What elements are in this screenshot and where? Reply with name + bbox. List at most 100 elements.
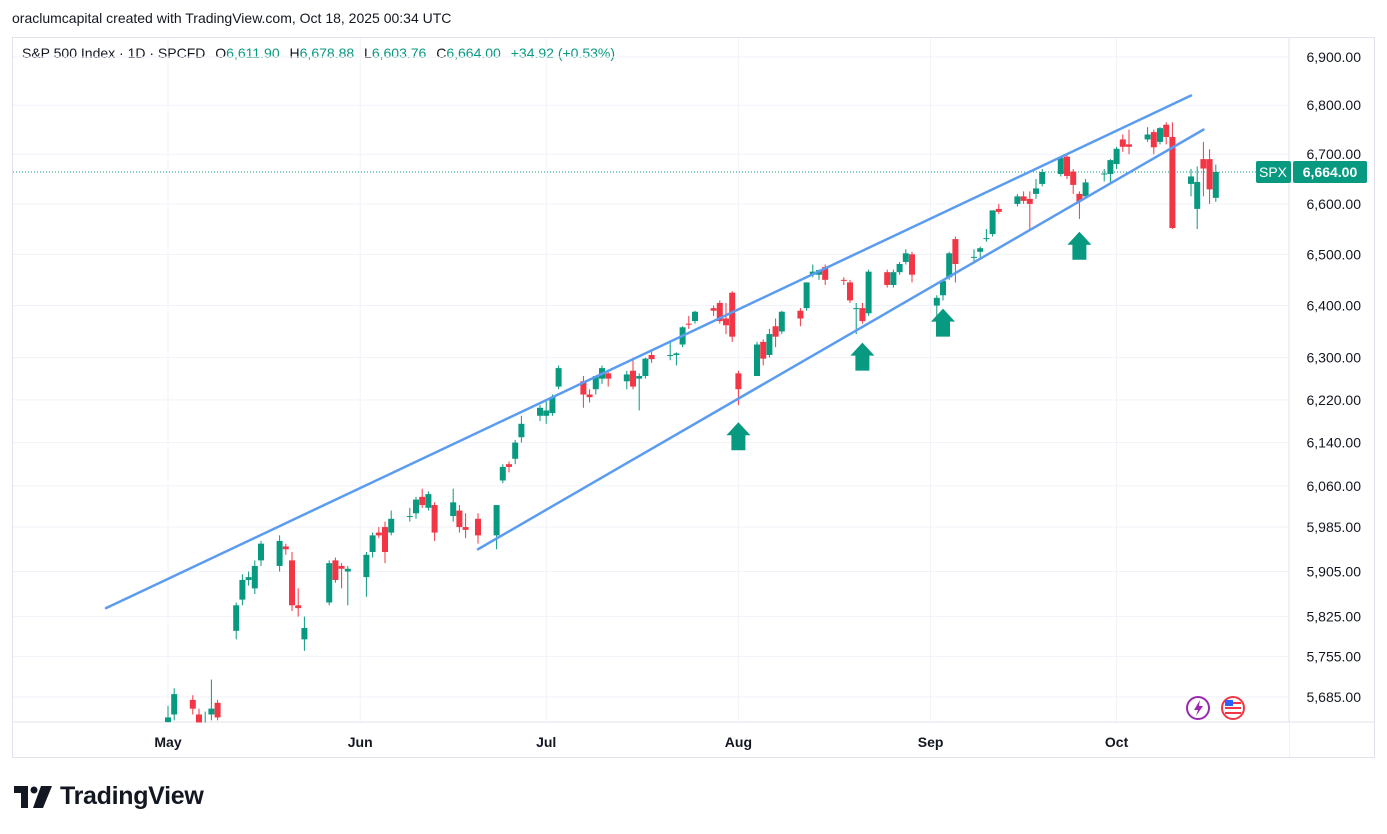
candle [165, 705, 171, 724]
x-tick-label: Jul [536, 734, 556, 750]
candle-body [1194, 181, 1201, 209]
candle [1039, 169, 1046, 187]
candle-body [1169, 136, 1176, 228]
candle [896, 261, 903, 275]
x-tick-label: Sep [918, 734, 944, 750]
x-tick-label: May [154, 734, 181, 750]
candle [636, 373, 643, 411]
candle [778, 310, 785, 335]
candle [1033, 178, 1039, 199]
us-flag-icon[interactable] [1221, 696, 1245, 720]
candle-body [425, 494, 432, 508]
candle [413, 496, 419, 519]
candle-body [289, 560, 295, 606]
candle [859, 302, 866, 324]
candle [797, 308, 804, 327]
candle-body [1101, 173, 1108, 175]
candle-body [983, 238, 990, 240]
trendline-lower [476, 128, 1205, 551]
candle-body [890, 272, 897, 285]
candle-body [1064, 156, 1070, 176]
candle [369, 532, 376, 558]
candle-body [549, 397, 556, 414]
price-tag-ticker-bg [1256, 160, 1291, 183]
y-tick-label: 5,985.00 [1307, 519, 1362, 535]
candle-body [673, 353, 680, 355]
candle [902, 249, 909, 265]
candle [431, 502, 438, 541]
candle [239, 574, 246, 606]
candle [605, 370, 612, 387]
candle [1163, 122, 1170, 145]
candle-body [902, 253, 909, 262]
candle-body [847, 282, 853, 301]
candle-body [1020, 196, 1027, 201]
candle [375, 527, 382, 539]
trendline-upper [104, 94, 1193, 610]
candle-body [1163, 124, 1170, 137]
candle-body [171, 694, 178, 715]
candle-body [1113, 148, 1120, 165]
candle [952, 236, 959, 283]
candle-body [363, 554, 370, 578]
candle [1200, 141, 1207, 197]
candle-body [729, 292, 736, 337]
candle [995, 203, 1002, 214]
candle-body [605, 373, 612, 379]
candle [512, 439, 519, 465]
candle-body [388, 518, 395, 533]
candle-body [196, 714, 202, 724]
candle [543, 399, 550, 424]
chart-frame [12, 37, 1375, 758]
candle-body [295, 605, 302, 609]
candle-body [282, 546, 289, 550]
candle [326, 560, 333, 606]
y-tick-label: 6,500.00 [1307, 246, 1362, 262]
candle-body [642, 358, 649, 377]
candle-body [543, 410, 550, 416]
candle-body [208, 708, 215, 715]
candle [1144, 127, 1151, 142]
y-tick-label: 5,905.00 [1307, 564, 1362, 580]
x-tick-label: Jun [348, 734, 373, 750]
candle [586, 389, 593, 403]
candle [642, 357, 649, 379]
candle-body [840, 279, 847, 281]
candle [760, 339, 767, 366]
candle-body [754, 344, 760, 377]
candle [196, 708, 202, 724]
brand[interactable]: TradingView [14, 782, 204, 811]
candle [450, 488, 457, 522]
candle-body [735, 373, 742, 390]
up-arrow-icon [850, 342, 875, 371]
candle [1070, 169, 1077, 194]
candle-body [1076, 193, 1083, 202]
candle-body [1200, 159, 1207, 169]
candle [648, 349, 655, 363]
candle-body [214, 702, 221, 718]
candle-body [245, 577, 252, 580]
candle [1014, 193, 1021, 207]
candle-body [450, 502, 457, 517]
candle [1020, 191, 1027, 204]
candle [425, 491, 432, 511]
candle [233, 602, 240, 640]
candle-body [555, 368, 562, 387]
candle [499, 464, 506, 484]
candle-body [382, 527, 388, 553]
candle [332, 557, 339, 583]
lightning-icon[interactable] [1186, 696, 1210, 720]
candle-body [239, 579, 246, 600]
legend-open-label: O [215, 45, 227, 61]
price-tag-ticker: SPX [1259, 164, 1288, 180]
candle [592, 376, 599, 395]
candle [276, 535, 283, 572]
tradingview-logo-icon [14, 785, 52, 808]
candle [1082, 178, 1089, 199]
candle [388, 510, 395, 536]
candle-body [623, 374, 630, 382]
candle [1150, 129, 1157, 155]
candle [555, 365, 562, 390]
candle-body [369, 535, 376, 553]
